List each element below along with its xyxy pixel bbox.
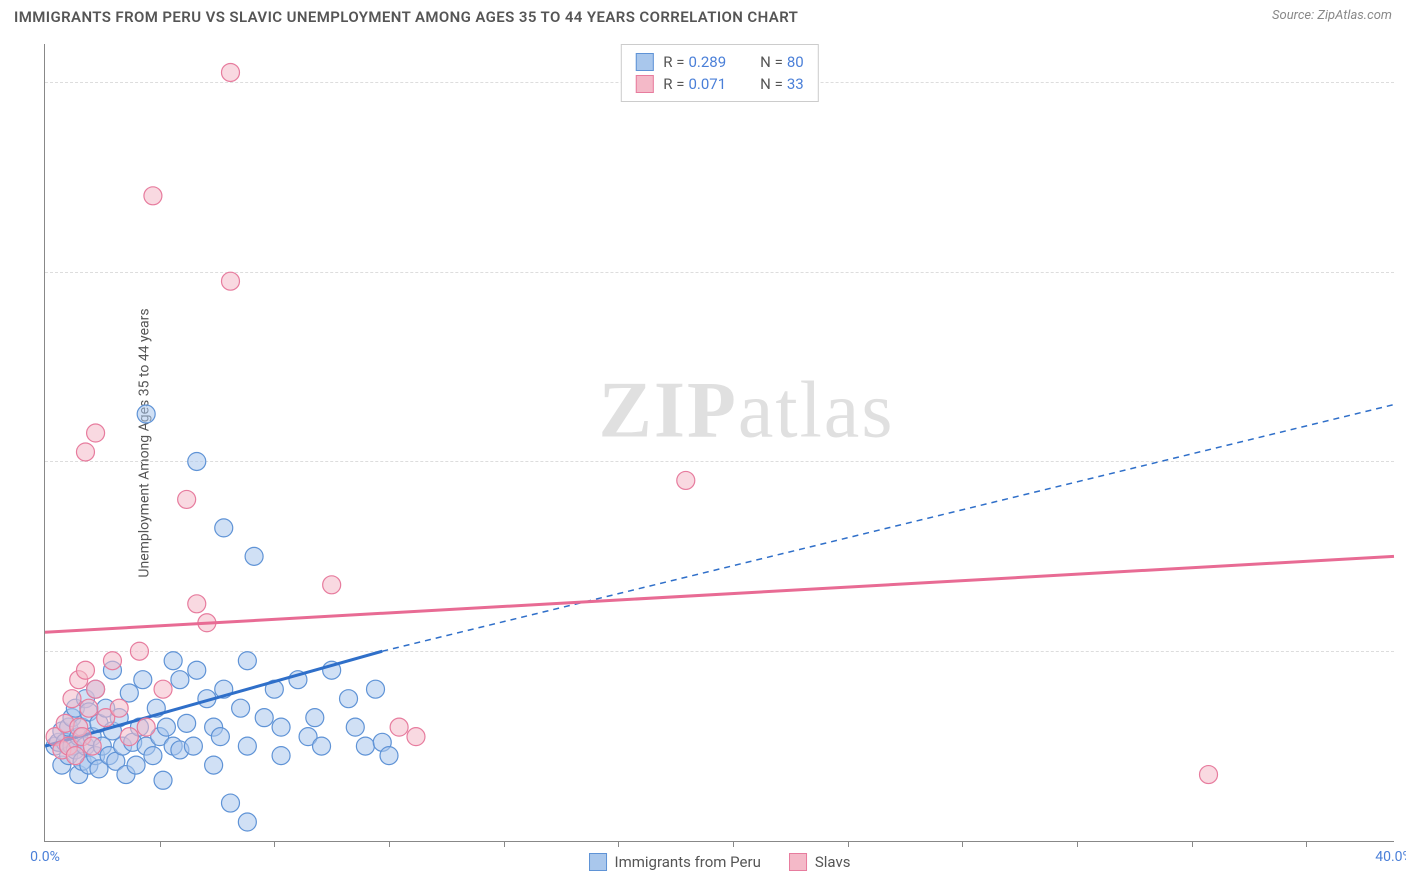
- y-tick-label: 20.0%: [1400, 453, 1406, 469]
- data-point-peru: [211, 728, 229, 746]
- data-point-peru: [232, 699, 250, 717]
- x-tick-minor: [1306, 841, 1307, 847]
- legend-series-slavs: Slavs: [789, 853, 851, 871]
- data-point-peru: [272, 747, 290, 765]
- data-point-peru: [154, 771, 172, 789]
- legend-swatch-slavs: [789, 853, 807, 871]
- data-point-peru: [215, 519, 233, 537]
- x-tick-minor: [1192, 841, 1193, 847]
- legend-swatch-peru: [589, 853, 607, 871]
- data-point-peru: [127, 756, 145, 774]
- data-point-slavs: [323, 576, 341, 594]
- data-point-peru: [238, 737, 256, 755]
- y-tick-label: 10.0%: [1400, 643, 1406, 659]
- legend-r-peru: R =0.289: [663, 53, 726, 71]
- x-tick-minor: [733, 841, 734, 847]
- chart-svg-layer: [45, 44, 1394, 841]
- data-point-slavs: [66, 747, 84, 765]
- chart-title: IMMIGRANTS FROM PERU VS SLAVIC UNEMPLOYM…: [14, 8, 798, 26]
- data-point-slavs: [80, 699, 98, 717]
- data-point-peru: [238, 813, 256, 831]
- x-tick-minor: [274, 841, 275, 847]
- data-point-peru: [272, 718, 290, 736]
- data-point-peru: [184, 737, 202, 755]
- data-point-peru: [171, 671, 189, 689]
- legend-n-slavs: N =33: [760, 75, 804, 93]
- data-point-peru: [306, 709, 324, 727]
- legend-series: Immigrants from Peru Slavs: [589, 853, 851, 871]
- data-point-peru: [137, 405, 155, 423]
- data-point-slavs: [110, 699, 128, 717]
- data-point-slavs: [76, 443, 94, 461]
- data-point-slavs: [130, 642, 148, 660]
- legend-series-peru: Immigrants from Peru: [589, 853, 761, 871]
- y-tick-label: 30.0%: [1400, 264, 1406, 280]
- x-tick-label: 0.0%: [30, 849, 60, 865]
- trendline-slavs: [45, 556, 1394, 632]
- data-point-slavs: [154, 680, 172, 698]
- data-point-peru: [255, 709, 273, 727]
- data-point-peru: [245, 547, 263, 565]
- data-point-peru: [346, 718, 364, 736]
- data-point-slavs: [144, 187, 162, 205]
- data-point-slavs: [1200, 766, 1218, 784]
- data-point-slavs: [188, 595, 206, 613]
- data-point-slavs: [120, 728, 138, 746]
- x-tick-minor: [389, 841, 390, 847]
- x-tick-minor: [1077, 841, 1078, 847]
- data-point-slavs: [178, 490, 196, 508]
- legend-stats-box: R =0.289 N =80 R =0.071 N =33: [620, 44, 818, 102]
- data-point-slavs: [221, 63, 239, 81]
- data-point-peru: [380, 747, 398, 765]
- data-point-peru: [157, 718, 175, 736]
- data-point-slavs: [87, 680, 105, 698]
- data-point-peru: [178, 714, 196, 732]
- data-point-peru: [134, 671, 152, 689]
- source-label: Source: ZipAtlas.com: [1272, 8, 1392, 23]
- data-point-peru: [205, 756, 223, 774]
- legend-r-slavs: R =0.071: [663, 75, 726, 93]
- data-point-peru: [164, 652, 182, 670]
- data-point-slavs: [63, 690, 81, 708]
- legend-label-peru: Immigrants from Peru: [615, 853, 761, 871]
- data-point-peru: [120, 684, 138, 702]
- legend-n-peru: N =80: [760, 53, 804, 71]
- x-tick-minor: [160, 841, 161, 847]
- data-point-slavs: [221, 272, 239, 290]
- data-point-peru: [188, 661, 206, 679]
- x-tick-minor: [504, 841, 505, 847]
- data-point-peru: [313, 737, 331, 755]
- data-point-slavs: [677, 471, 695, 489]
- data-point-slavs: [87, 424, 105, 442]
- legend-label-slavs: Slavs: [815, 853, 851, 871]
- data-point-slavs: [390, 718, 408, 736]
- data-point-peru: [144, 747, 162, 765]
- data-point-peru: [238, 652, 256, 670]
- data-point-peru: [221, 794, 239, 812]
- x-tick-minor: [848, 841, 849, 847]
- legend-swatch-peru: [635, 53, 653, 71]
- data-point-peru: [188, 452, 206, 470]
- legend-stat-row-peru: R =0.289 N =80: [635, 51, 803, 73]
- data-point-peru: [367, 680, 385, 698]
- data-point-peru: [356, 737, 374, 755]
- x-tick-minor: [618, 841, 619, 847]
- trendline-peru-extended: [382, 405, 1394, 652]
- x-tick-minor: [962, 841, 963, 847]
- data-point-slavs: [137, 718, 155, 736]
- legend-stat-row-slavs: R =0.071 N =33: [635, 73, 803, 95]
- data-point-slavs: [103, 652, 121, 670]
- data-point-slavs: [407, 728, 425, 746]
- chart-plot-area: ZIPatlas R =0.289N =80R =0.071N =33 Immi…: [44, 44, 1394, 842]
- legend-swatch-slavs: [635, 75, 653, 93]
- x-tick-label: 40.0%: [1375, 849, 1406, 865]
- data-point-slavs: [83, 737, 101, 755]
- data-point-slavs: [76, 661, 94, 679]
- y-tick-label: 40.0%: [1400, 74, 1406, 90]
- data-point-peru: [340, 690, 358, 708]
